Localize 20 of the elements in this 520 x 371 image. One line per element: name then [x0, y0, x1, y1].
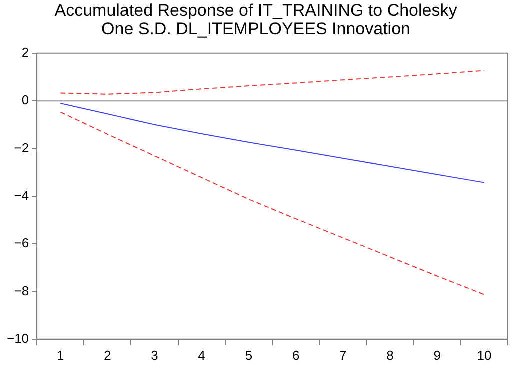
- x-tick-label: 6: [292, 348, 300, 363]
- y-tick-label: −4: [14, 188, 30, 203]
- x-tick-label: 2: [104, 348, 112, 363]
- x-tick-label: 9: [434, 348, 441, 363]
- y-tick-label: 0: [22, 92, 30, 108]
- line-series: [60, 70, 485, 95]
- x-tick-label: 10: [477, 348, 492, 363]
- x-tick-label: 3: [151, 348, 158, 363]
- line-series: [60, 112, 485, 296]
- x-tick-label: 8: [386, 348, 394, 363]
- x-tick-label: 1: [56, 348, 64, 363]
- y-tick-label: −8: [14, 283, 30, 298]
- y-tick-label: −6: [14, 236, 30, 251]
- x-tick-label: 4: [198, 348, 206, 363]
- chart-title: Accumulated Response of IT_TRAINING to Cholesky One S.D. DL_ITEMPLOYEES Innovation: [54, 1, 458, 39]
- y-tick-label: −2: [14, 140, 30, 156]
- y-tick-label: −10: [6, 330, 30, 346]
- x-tick-label: 7: [340, 348, 347, 363]
- x-tick-label: 5: [245, 348, 253, 363]
- y-tick-label: 2: [22, 44, 30, 60]
